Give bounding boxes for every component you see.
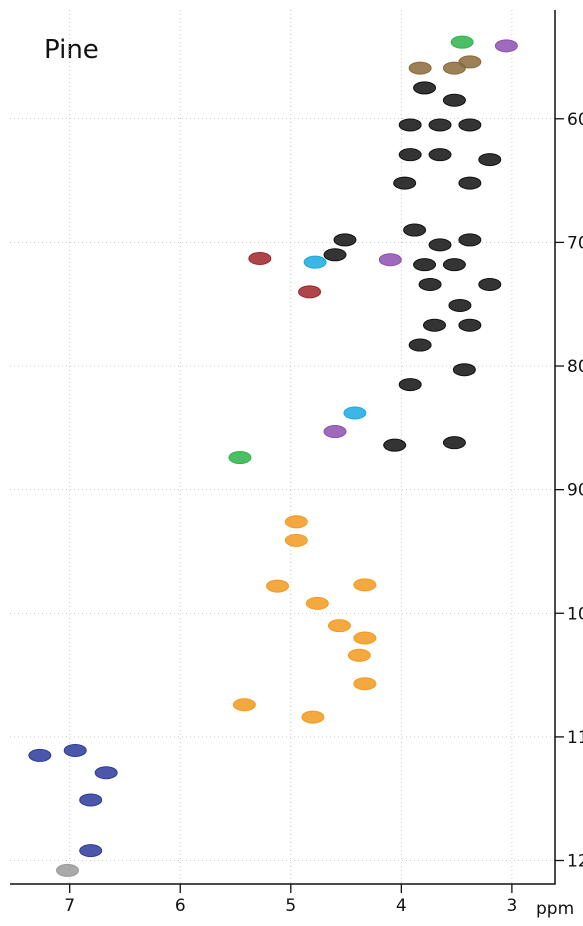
peak — [327, 619, 351, 633]
peak — [413, 81, 437, 95]
peak — [79, 844, 103, 858]
peak — [398, 148, 422, 162]
peak — [450, 35, 474, 49]
peak — [353, 578, 377, 592]
peak — [323, 425, 347, 439]
peak — [248, 251, 272, 265]
peak — [408, 338, 432, 352]
peak — [343, 406, 367, 420]
peak — [413, 258, 437, 272]
peak — [442, 436, 466, 450]
peak — [452, 363, 476, 377]
peak — [333, 233, 357, 247]
x-tick-label: 7 — [64, 896, 75, 916]
y-tick-label: 110 — [567, 728, 583, 748]
peak — [55, 863, 79, 877]
y-tick-label: 80 — [567, 357, 583, 377]
y-tick-label: 70 — [567, 233, 583, 253]
peak — [458, 55, 482, 69]
peak — [442, 93, 466, 107]
peak — [94, 766, 118, 780]
peak — [478, 153, 502, 167]
peak — [383, 438, 407, 452]
peak — [448, 298, 472, 312]
peak — [398, 118, 422, 132]
peak — [428, 148, 452, 162]
peak — [478, 277, 502, 291]
peak — [353, 631, 377, 645]
peak — [28, 748, 52, 762]
x-tick-label: 6 — [175, 896, 186, 916]
x-tick-label: 4 — [396, 896, 407, 916]
peak — [63, 743, 87, 757]
peak — [408, 61, 432, 75]
x-tick-label: 3 — [506, 896, 517, 916]
y-tick-label: 60 — [567, 110, 583, 130]
peak — [301, 710, 325, 724]
peak — [232, 698, 256, 712]
peak — [284, 515, 308, 529]
peak — [353, 677, 377, 691]
peak — [458, 318, 482, 332]
y-tick-label: 100 — [567, 604, 583, 624]
annotation: Pine — [44, 35, 99, 65]
peak — [303, 255, 327, 269]
peak — [305, 596, 329, 610]
peak — [347, 648, 371, 662]
x-tick-label: 5 — [285, 896, 296, 916]
y-tick-label: 90 — [567, 481, 583, 501]
peak — [494, 39, 518, 53]
x-axis-label: ppm — [536, 899, 574, 919]
peak — [423, 318, 447, 332]
peak — [458, 176, 482, 190]
peak — [458, 233, 482, 247]
peak — [458, 118, 482, 132]
peak — [378, 253, 402, 267]
peak — [79, 793, 103, 807]
peak — [228, 451, 252, 465]
peak — [403, 223, 427, 237]
peak — [393, 176, 417, 190]
peak — [266, 579, 290, 593]
y-tick-label: 120 — [567, 852, 583, 872]
peak — [398, 378, 422, 392]
axis-frame — [10, 10, 556, 885]
peak — [428, 238, 452, 252]
peak — [442, 258, 466, 272]
peak — [323, 248, 347, 262]
peak — [298, 285, 322, 299]
peak — [418, 277, 442, 291]
peak — [428, 118, 452, 132]
peak — [284, 533, 308, 547]
